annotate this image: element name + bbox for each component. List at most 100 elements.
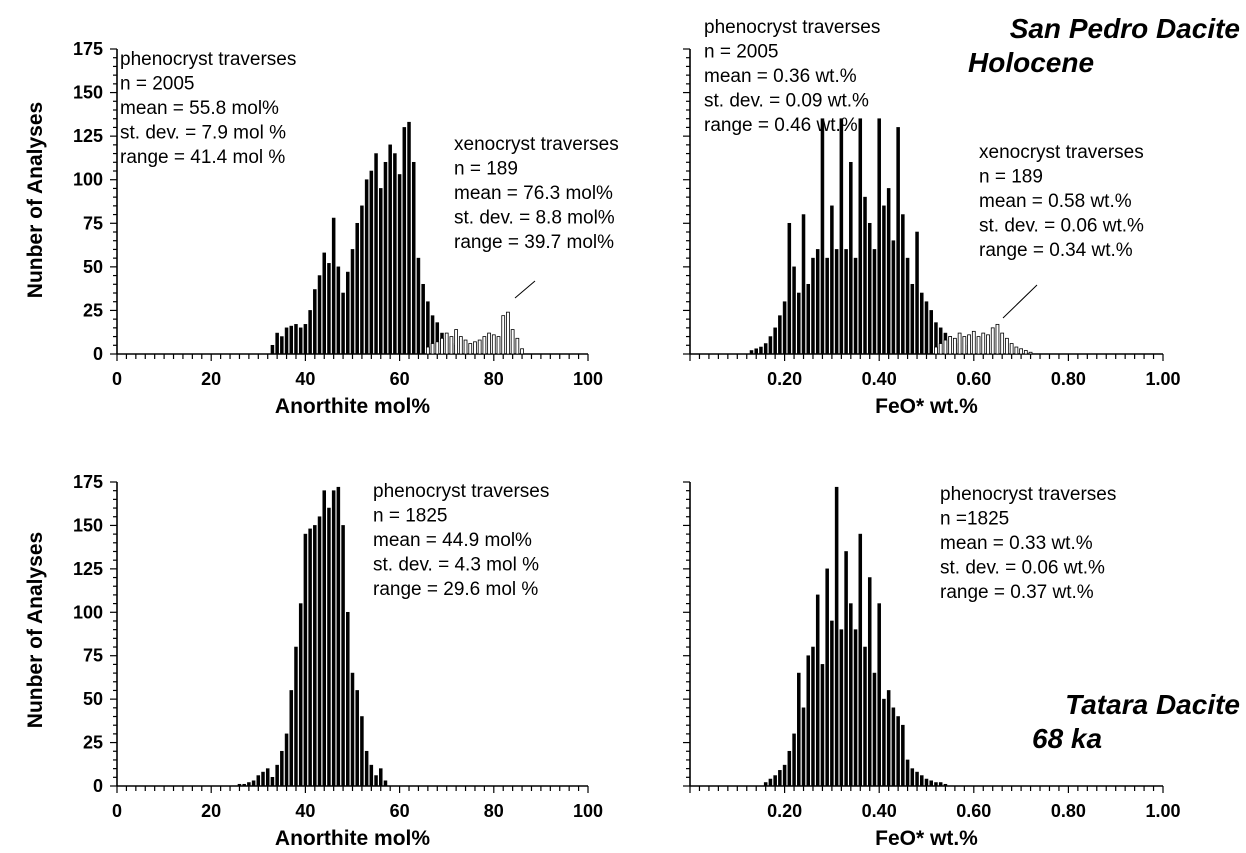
x-tick-label: 20 — [201, 369, 221, 389]
annotation-phenocryst: n = 2005 — [120, 74, 195, 95]
x-axis-label: FeO* wt.% — [875, 395, 978, 418]
bar-xenocryst — [463, 339, 468, 355]
bar-xenocryst — [449, 336, 454, 355]
x-tick-label: 100 — [573, 801, 603, 821]
x-axis-label: Anorthite mol% — [275, 827, 430, 850]
bar-phenocryst — [792, 733, 796, 787]
annotation-phenocryst: range = 41.4 mol % — [120, 147, 285, 168]
bar-phenocryst — [910, 283, 915, 355]
bar-phenocryst — [797, 292, 801, 355]
bar-xenocryst — [435, 341, 440, 355]
y-tick-label: 75 — [83, 646, 103, 666]
annotation-xenocryst: n = 189 — [979, 167, 1043, 188]
y-tick-label: 150 — [73, 515, 103, 535]
x-tick-label: 0 — [112, 801, 122, 821]
x-axis-label: Anorthite mol% — [275, 395, 430, 418]
bar-phenocryst — [938, 782, 943, 787]
bar-phenocryst — [341, 525, 345, 787]
bar-phenocryst — [815, 249, 820, 355]
bar-xenocryst — [986, 334, 990, 355]
bar-phenocryst — [763, 343, 768, 355]
bar-phenocryst — [369, 170, 374, 355]
annotation-xenocryst: range = 39.7 mol% — [454, 232, 614, 253]
annotation-phenocryst: mean = 0.33 wt.% — [940, 533, 1093, 554]
x-axis-label: FeO* wt.% — [875, 827, 978, 850]
bar-phenocryst — [801, 214, 806, 355]
bar-xenocryst — [957, 332, 962, 355]
bar-phenocryst — [242, 783, 246, 787]
y-tick-label: 175 — [73, 472, 103, 492]
bar-xenocryst — [506, 311, 510, 355]
bar-phenocryst — [886, 188, 891, 355]
bar-phenocryst — [806, 655, 811, 787]
bar-phenocryst — [364, 179, 369, 355]
x-tick-label: 60 — [390, 369, 410, 389]
y-tick-label: 50 — [83, 257, 103, 277]
bar-phenocryst — [882, 698, 886, 787]
annotation-phenocryst: range = 29.6 mol % — [373, 579, 538, 600]
bar-xenocryst — [967, 334, 971, 355]
bar-xenocryst — [430, 343, 435, 355]
y-tick-label: 0 — [93, 776, 103, 796]
bar-phenocryst — [834, 249, 839, 355]
bar-phenocryst — [853, 257, 858, 355]
annotation-phenocryst: n = 1825 — [373, 506, 448, 527]
bar-phenocryst — [797, 672, 801, 787]
bar-xenocryst — [1009, 343, 1014, 355]
annotation-phenocryst: mean = 55.8 mol% — [120, 98, 279, 119]
bar-phenocryst — [270, 344, 275, 355]
bar-phenocryst — [360, 205, 364, 355]
bar-phenocryst — [768, 336, 773, 355]
annotation-phenocryst: st. dev. = 7.9 mol % — [120, 123, 286, 144]
bar-phenocryst — [943, 783, 948, 787]
y-tick-label: 75 — [83, 213, 103, 233]
bar-phenocryst — [901, 724, 905, 787]
bar-xenocryst — [482, 336, 487, 355]
bar-phenocryst — [275, 332, 279, 355]
bar-phenocryst — [811, 257, 815, 355]
bar-xenocryst — [501, 315, 506, 355]
x-tick-label: 60 — [390, 801, 410, 821]
bar-phenocryst — [317, 516, 322, 787]
bar-phenocryst — [915, 771, 919, 787]
x-tick-label: 0.20 — [767, 801, 802, 821]
bar-phenocryst — [778, 315, 782, 355]
bar-phenocryst — [910, 768, 915, 787]
bar-xenocryst — [981, 332, 986, 355]
bar-phenocryst — [261, 771, 265, 787]
bar-phenocryst — [934, 782, 938, 787]
bar-phenocryst — [863, 646, 867, 787]
bar-phenocryst — [336, 486, 341, 787]
xenocryst-pointer-line — [1002, 284, 1038, 319]
bar-phenocryst — [830, 620, 834, 787]
bar-phenocryst — [426, 301, 430, 355]
bar-phenocryst — [317, 275, 322, 355]
bar-phenocryst — [778, 770, 782, 787]
annotation-phenocryst: range = 0.46 wt.% — [704, 115, 858, 136]
bar-phenocryst — [872, 249, 877, 355]
bar-phenocryst — [270, 777, 275, 787]
annotation-phenocryst: mean = 0.36 wt.% — [704, 66, 857, 87]
bar-phenocryst — [313, 525, 317, 787]
bar-phenocryst — [825, 257, 829, 355]
bar-phenocryst — [815, 594, 820, 787]
x-tick-label: 80 — [484, 801, 504, 821]
bar-phenocryst — [308, 528, 312, 787]
annotation-xenocryst: range = 0.34 wt.% — [979, 240, 1133, 261]
bar-phenocryst — [378, 188, 383, 355]
bar-phenocryst — [355, 222, 359, 355]
bar-phenocryst — [801, 707, 806, 787]
y-tick-label: 25 — [83, 733, 103, 753]
bar-phenocryst — [280, 336, 284, 355]
bar-phenocryst — [877, 603, 881, 787]
bar-phenocryst — [867, 577, 872, 787]
annotation-phenocryst: phenocryst traverses — [373, 481, 549, 502]
bar-phenocryst — [378, 768, 383, 787]
y-tick-label: 125 — [73, 126, 103, 146]
bar-phenocryst — [350, 672, 355, 787]
bar-phenocryst — [421, 283, 425, 355]
bar-xenocryst — [491, 334, 496, 355]
annotation-xenocryst: mean = 76.3 mol% — [454, 183, 613, 204]
bar-phenocryst — [872, 672, 877, 787]
